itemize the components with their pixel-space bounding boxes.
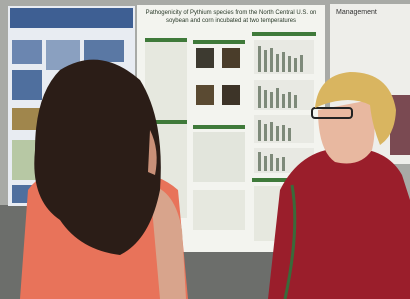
figure-image — [222, 48, 240, 68]
section-heading — [145, 38, 187, 42]
poster-heading: Management — [336, 9, 377, 16]
poster-panel — [84, 40, 124, 62]
figure-image — [222, 85, 240, 105]
poster-panel — [12, 40, 42, 64]
data-table — [193, 132, 245, 182]
section-heading — [193, 125, 245, 129]
poster-title: soybean and corn incubated at two temper… — [166, 18, 296, 24]
text-column — [193, 190, 245, 230]
poster-header — [10, 8, 133, 28]
figure-image — [196, 85, 214, 105]
poster-title: Pathogenicity of Pythium species from th… — [146, 10, 317, 16]
section-heading — [193, 40, 245, 44]
poster-panel — [12, 70, 42, 100]
photo: Pathogenicity of Pythium species from th… — [0, 0, 410, 299]
figure-image — [196, 48, 214, 68]
page: Pathogenicity of Pythium species from th… — [0, 0, 410, 299]
section-heading — [252, 32, 316, 36]
